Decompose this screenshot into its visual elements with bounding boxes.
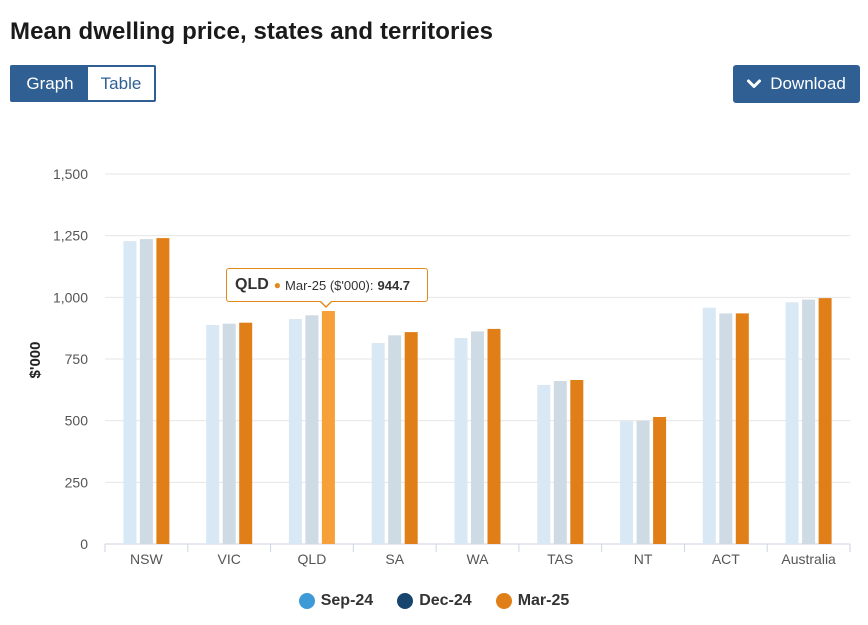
- download-button[interactable]: Download: [733, 65, 860, 103]
- bar-mar-25-australia[interactable]: [818, 298, 832, 544]
- x-tick-label: TAS: [547, 551, 573, 567]
- bar-sep-24-qld[interactable]: [288, 319, 302, 544]
- x-tick-label: Australia: [781, 551, 836, 567]
- tooltip-value: 944.7: [377, 277, 411, 293]
- x-tick-label: WA: [466, 551, 489, 567]
- bar-dec-24-vic[interactable]: [222, 323, 236, 544]
- y-tick-label: 1,000: [53, 289, 88, 305]
- tooltip-arrow-inner: [320, 300, 332, 306]
- bar-sep-24-vic[interactable]: [206, 325, 220, 544]
- bar-dec-24-sa[interactable]: [388, 335, 402, 544]
- x-tick-label: NT: [634, 551, 653, 567]
- bar-dec-24-tas[interactable]: [553, 381, 567, 544]
- y-axis: 0 250 500 750 1,000 1,250 1,500: [53, 166, 88, 552]
- bar-dec-24-qld[interactable]: [305, 315, 319, 544]
- legend-item-mar-25[interactable]: Mar-25: [495, 592, 570, 610]
- legend-item-sep-24[interactable]: Sep-24: [298, 592, 374, 610]
- x-tick-label: QLD: [298, 551, 327, 567]
- x-axis: NSW VIC QLD SA WA TAS NT ACT Australia: [104, 544, 851, 567]
- table-tab[interactable]: Table: [88, 67, 154, 100]
- bar-sep-24-sa[interactable]: [371, 343, 385, 544]
- bar-mar-25-wa[interactable]: [487, 328, 501, 544]
- view-toggle: Graph Table: [10, 65, 156, 102]
- bar-dec-24-australia[interactable]: [802, 299, 816, 544]
- bar-mar-25-act[interactable]: [735, 313, 749, 544]
- y-tick-label: 1,500: [53, 166, 88, 182]
- legend-item-dec-24[interactable]: Dec-24: [397, 592, 472, 610]
- legend-dot-mar-25: [495, 593, 512, 609]
- chevron-down-icon: [747, 79, 762, 88]
- graph-tab[interactable]: Graph: [12, 67, 88, 100]
- bar-mar-25-vic[interactable]: [239, 322, 253, 544]
- legend-dot-dec-24: [397, 593, 414, 609]
- y-tick-label: 750: [65, 351, 89, 367]
- bar-dec-24-wa[interactable]: [471, 331, 484, 544]
- tooltip: QLD ● Mar-25 ($'000): 944.7: [226, 268, 428, 302]
- bar-mar-25-nt[interactable]: [653, 417, 667, 544]
- y-tick-label: 250: [65, 474, 89, 490]
- legend-dot-sep-24: [298, 593, 315, 609]
- x-tick-label: VIC: [217, 551, 240, 567]
- y-tick-label: 0: [80, 536, 88, 552]
- y-axis-label: $'000: [27, 342, 44, 379]
- legend: Sep-24 Dec-24 Mar-25: [0, 592, 868, 610]
- bar-mar-25-tas[interactable]: [570, 380, 584, 544]
- bar-sep-24-wa[interactable]: [454, 338, 468, 544]
- legend-label-sep-24: Sep-24: [320, 592, 374, 609]
- y-tick-label: 1,250: [53, 228, 88, 244]
- bar-sep-24-nt[interactable]: [620, 421, 634, 544]
- page-title: Mean dwelling price, states and territor…: [10, 18, 494, 45]
- x-tick-label: SA: [385, 551, 404, 567]
- legend-label-mar-25: Mar-25: [517, 592, 570, 609]
- bar-mar-25-qld[interactable]: [321, 311, 335, 544]
- x-tick-label: ACT: [712, 551, 740, 567]
- bar-dec-24-nt[interactable]: [636, 420, 650, 544]
- bar-sep-24-act[interactable]: [702, 307, 716, 544]
- bars: [123, 238, 832, 544]
- bar-dec-24-act[interactable]: [719, 313, 733, 544]
- x-tick-label: NSW: [130, 551, 163, 567]
- y-tick-label: 500: [65, 413, 89, 429]
- bar-mar-25-sa[interactable]: [404, 332, 418, 544]
- bar-mar-25-nsw[interactable]: [156, 238, 170, 544]
- tooltip-category: QLD: [235, 276, 269, 293]
- bar-sep-24-nsw[interactable]: [123, 241, 137, 544]
- bar-sep-24-australia[interactable]: [785, 302, 799, 544]
- tooltip-series-dot: ●: [273, 278, 282, 292]
- bar-sep-24-tas[interactable]: [537, 384, 551, 544]
- legend-label-dec-24: Dec-24: [419, 592, 472, 609]
- bar-dec-24-nsw[interactable]: [139, 239, 153, 544]
- tooltip-series-label: Mar-25 ($'000):: [285, 277, 374, 293]
- download-label: Download: [770, 74, 846, 93]
